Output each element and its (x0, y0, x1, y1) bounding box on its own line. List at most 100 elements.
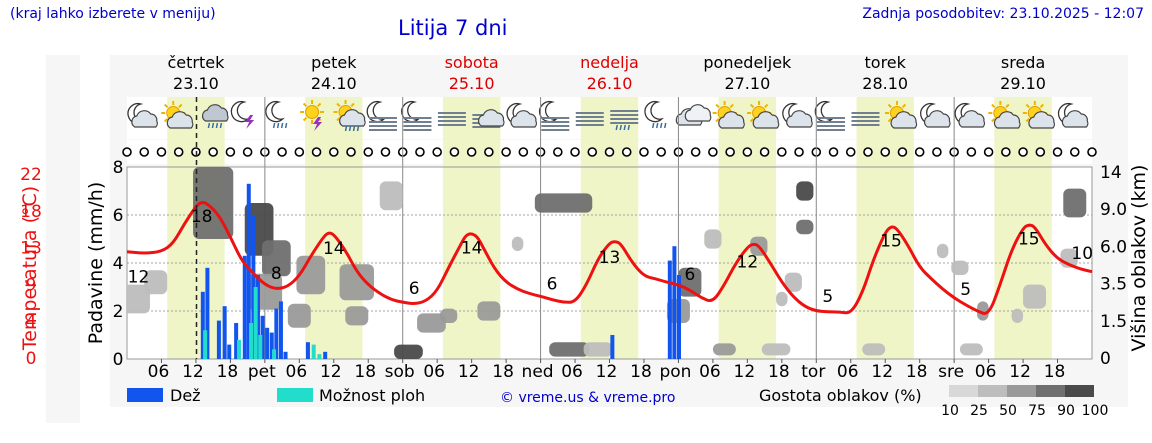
fog-icon (437, 112, 466, 126)
temperature-label: 10 (1071, 244, 1093, 264)
density-swatch (1007, 385, 1036, 397)
day-date: 27.10 (724, 74, 770, 93)
sun-ray (887, 103, 893, 109)
rain-drop (348, 125, 352, 132)
cloud-layer (1023, 284, 1047, 309)
day-name: sreda (1001, 53, 1045, 72)
calm-wind-marker (208, 147, 218, 157)
temperature-line (126, 201, 1093, 315)
temperature-tick: 9 (26, 275, 37, 295)
cloud-layer (784, 272, 802, 292)
day-name: četrtek (167, 53, 225, 72)
x-tick-label: 12 (182, 362, 204, 382)
cloud-shape (339, 109, 366, 127)
rain-drop (215, 122, 219, 129)
x-tick-label: 12 (1009, 362, 1031, 382)
daytime-band (718, 97, 777, 359)
temperature-label: 14 (461, 238, 483, 258)
calm-wind-marker (139, 147, 150, 157)
x-tick-label: sre (938, 362, 964, 382)
credit-link[interactable]: © vreme.us & vreme.pro (500, 390, 675, 406)
x-tick-label: 18 (630, 362, 652, 382)
calm-wind-marker (173, 147, 184, 157)
moon-cloud-icon (920, 102, 951, 128)
cloud-layer (296, 255, 326, 295)
cloud-height-tick: 0 (1100, 349, 1111, 369)
rain-legend-swatch (127, 388, 163, 402)
x-tick-label: pet (248, 362, 276, 382)
fog-cloud-icon (472, 109, 505, 128)
calm-wind-marker (725, 147, 735, 157)
sun-ray (887, 117, 893, 123)
cloud-layer (776, 291, 788, 307)
temperature-label: 12 (128, 267, 150, 287)
sun-ray (715, 103, 720, 109)
rain-bar (305, 342, 310, 359)
cloud-layer (261, 240, 291, 277)
cloud-layer (704, 229, 722, 249)
rain-bar (242, 255, 247, 359)
sun-cloud-icon (712, 101, 745, 129)
sun-ray (164, 117, 169, 123)
moon-fog-icon (538, 100, 570, 131)
moon-shape (366, 100, 387, 123)
calm-wind-marker (880, 147, 891, 157)
day-date: 29.10 (1000, 74, 1046, 93)
calm-wind-marker (863, 147, 873, 157)
calm-wind-marker (432, 147, 442, 157)
precipitation-tick: 2 (113, 302, 124, 322)
rain-bar (667, 260, 672, 359)
rain-bar (283, 351, 288, 359)
cloud-layer (796, 181, 814, 201)
day-name: ponedeljek (703, 53, 792, 72)
calm-wind-marker (501, 147, 511, 157)
showers-legend-label: Možnost ploh (319, 386, 425, 405)
temperature-label: 14 (323, 239, 345, 259)
cloud-layer (339, 264, 374, 301)
sun-ray (715, 117, 720, 123)
cloud-shape (131, 110, 158, 128)
moon-shape (538, 100, 559, 123)
rain-bar (216, 320, 221, 359)
cloud-shape (993, 111, 1021, 129)
cloud-layer (951, 260, 969, 275)
calm-wind-marker (777, 147, 787, 157)
moon-shape (814, 100, 835, 123)
rain-bar (227, 344, 232, 359)
day-date: 25.10 (449, 74, 495, 93)
sun-ray (764, 103, 769, 109)
calm-wind-marker (294, 147, 305, 157)
calm-wind-marker (587, 147, 598, 157)
rain-drop (344, 125, 348, 132)
calm-wind-marker (311, 147, 322, 157)
calm-wind-marker (553, 147, 563, 157)
temperature-tick: 13 (20, 239, 42, 259)
shower-bar (311, 344, 316, 359)
moon-fog-icon (814, 100, 846, 131)
moon-rain-icon (644, 100, 667, 129)
x-tick-label: 18 (492, 362, 514, 382)
cloud-shape (890, 111, 918, 129)
rain-bar (278, 301, 283, 359)
calm-wind-marker (415, 147, 425, 157)
calm-wind-marker (828, 147, 839, 157)
sun-ray (1025, 103, 1030, 109)
rain-drop (615, 124, 618, 131)
rain-drop (352, 125, 356, 132)
calm-wind-marker (794, 147, 804, 157)
calm-wind-marker (932, 147, 942, 157)
sun-disc (305, 105, 320, 119)
temperature-tick: 22 (20, 165, 42, 185)
temperature-label: 15 (1018, 230, 1040, 250)
cloud-layer (477, 301, 501, 321)
sun-ray (350, 102, 355, 108)
sun-thunder-icon (300, 100, 325, 131)
moon-rain-icon (265, 100, 288, 129)
cloud-shape (1028, 111, 1055, 129)
calm-wind-marker (1052, 147, 1063, 157)
moon-cloud-icon (506, 102, 537, 128)
x-tick-label: 06 (837, 362, 859, 382)
cloud-height-axis-title: Višina oblakov (km) (1128, 165, 1150, 352)
x-tick-label: 06 (148, 362, 170, 382)
cloud-layer (678, 267, 702, 297)
